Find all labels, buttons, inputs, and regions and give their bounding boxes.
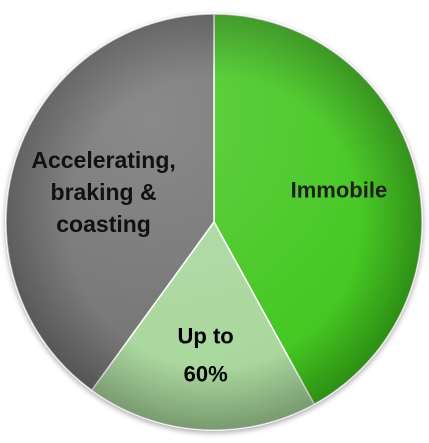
slice-label-line: 60% [184, 362, 228, 387]
slice-label-line: Immobile [291, 178, 388, 203]
slice-label-line: Accelerating, [31, 147, 175, 173]
slice-label-line: braking & [51, 179, 157, 205]
slice-label: Accelerating, braking & coasting [31, 147, 175, 237]
slice-label: Immobile [291, 178, 388, 203]
slice-label-line: coasting [56, 211, 151, 237]
slice-label: Up to 60% [178, 324, 234, 387]
slice-label-line: Up to [178, 324, 234, 349]
pie-labels: Immobile Up to 60% Accelerating, braking & co… [31, 147, 387, 386]
